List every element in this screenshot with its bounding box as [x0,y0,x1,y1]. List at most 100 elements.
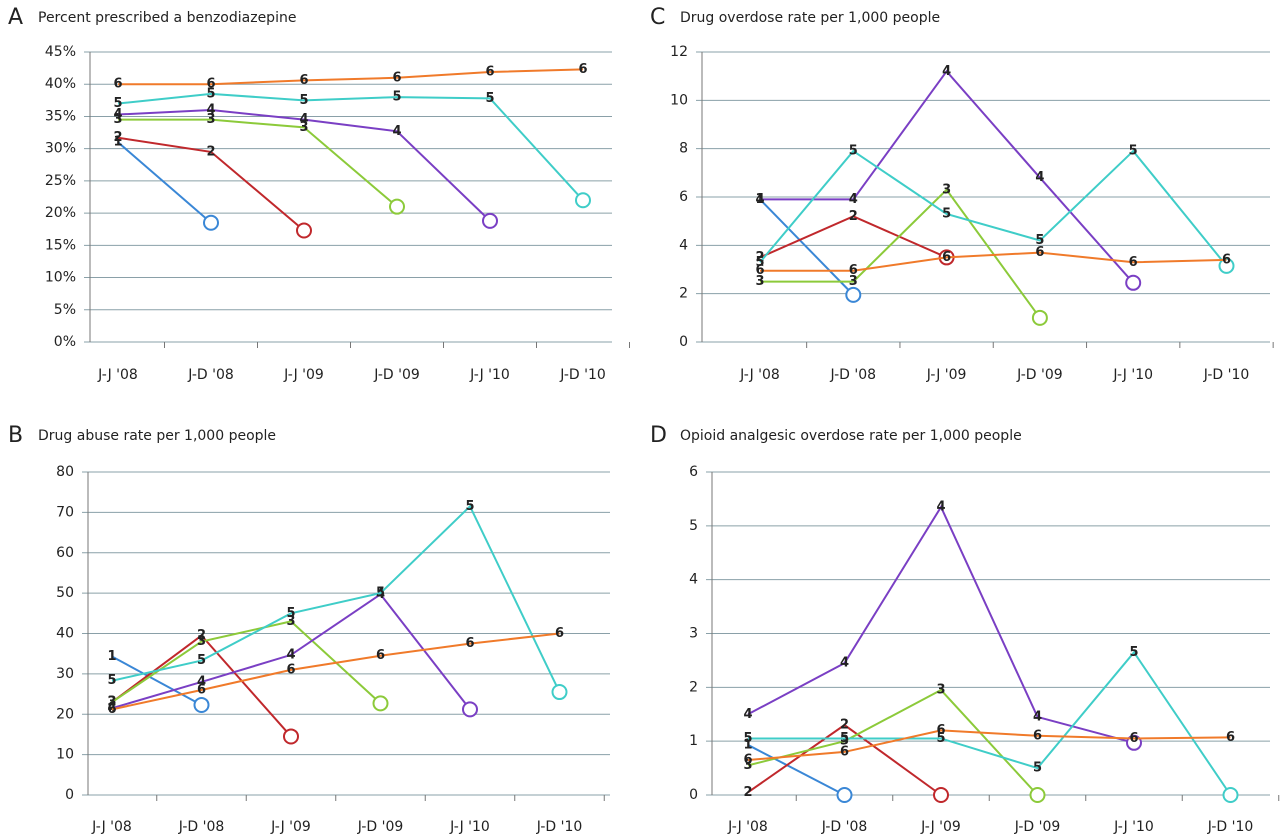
point-label: 5 [392,90,401,105]
series-line [747,504,1135,744]
point-label: 3 [206,112,215,127]
point-label: 2 [755,250,764,265]
series-line [117,136,305,232]
x-tick-label: J-J '09 [270,819,311,834]
y-tick-label: 6 [689,464,698,480]
point-label: 6 [578,62,587,77]
point-label: 6 [1033,728,1042,743]
y-tick-label: 30% [45,141,76,157]
end-marker [296,222,312,239]
y-tick-label: 6 [679,189,688,205]
point-label: 5 [465,499,474,514]
end-marker [372,695,389,712]
point-label: 4 [1033,709,1042,724]
point-label: 6 [1129,255,1138,270]
point-label: 1 [113,135,122,150]
x-tick-label: J-J '09 [926,367,967,383]
y-tick-label: 12 [670,44,688,60]
x-tick-label: J-J '08 [739,367,780,383]
y-tick-label: 15% [45,237,76,253]
y-tick-label: 20% [45,205,76,221]
point-label: 6 [376,648,385,663]
series-line [759,149,1228,267]
point-label: 5 [743,731,752,746]
point-label: 6 [299,73,308,88]
point-label: 2 [206,144,215,159]
point-label: 1 [743,737,752,752]
end-marker [283,728,299,745]
y-tick-label: 0 [65,787,74,803]
y-tick-label: 0 [689,787,698,803]
y-tick-label: 45% [45,44,76,60]
point-label: 5 [485,91,494,106]
y-tick-label: 2 [679,286,688,302]
point-label: 4 [942,64,951,79]
y-tick-label: 50 [56,585,74,601]
point-label: 3 [107,695,116,710]
series-line [760,188,1041,319]
chart-title: Percent prescribed a benzodiazepine [38,10,296,26]
series-line [747,744,845,796]
y-tick-label: 60 [56,545,74,561]
point-label: 6 [849,263,858,278]
series-line [747,723,942,796]
y-tick-label: 5 [689,518,698,534]
point-label: 5 [849,144,858,159]
y-tick-label: 0% [54,334,76,350]
end-marker [389,198,405,215]
x-tick-label: J-D '09 [373,367,420,383]
point-label: 5 [936,731,945,746]
series-line [760,69,1134,284]
point-label: 6 [485,64,494,79]
point-label: 3 [936,683,945,698]
chart-title: Drug overdose rate per 1,000 people [680,10,940,26]
point-label: 2 [113,130,122,145]
point-label: 5 [1129,645,1138,660]
point-label: 6 [465,636,474,651]
series-line [747,729,1231,762]
x-tick-label: J-D '09 [1014,819,1061,834]
end-marker [845,286,862,303]
point-label: 5 [286,606,295,621]
point-label: 2 [849,209,858,224]
point-label: 6 [936,723,945,738]
point-label: 3 [286,614,295,629]
x-tick-label: J-D '09 [1016,367,1063,383]
point-label: 3 [743,758,752,773]
point-label: 4 [1035,170,1044,185]
series-line [118,68,584,86]
point-label: 4 [392,124,401,139]
y-tick-label: 40% [45,76,76,92]
series-line [117,141,212,224]
point-label: 5 [107,673,116,688]
end-marker [203,214,219,231]
x-tick-label: J-J '10 [1113,819,1154,834]
x-tick-label: J-D '10 [536,819,583,834]
series-line [111,592,471,711]
series-line [111,655,202,706]
series-line [118,118,398,208]
y-tick-label: 10 [670,92,688,108]
y-tick-label: 35% [45,108,76,124]
point-label: 4 [197,674,206,689]
y-tick-label: 30 [56,666,74,682]
end-marker [1029,787,1046,803]
y-tick-label: 5% [54,302,76,318]
point-label: 5 [299,93,308,108]
x-tick-label: J-J '09 [283,367,324,383]
point-label: 4 [107,701,116,716]
y-tick-label: 0 [679,334,688,350]
point-label: 5 [376,586,385,601]
chart-title: Opioid analgesic overdose rate per 1,000… [680,428,1022,444]
end-marker [1222,787,1239,803]
y-tick-label: 40 [56,626,74,642]
end-marker [551,684,568,701]
panel-letter: B [8,423,23,448]
series-line [759,215,948,259]
series-line [111,634,292,738]
point-label: 5 [840,731,849,746]
end-marker [482,212,498,229]
y-tick-label: 20 [56,706,74,722]
y-tick-label: 10% [45,270,76,286]
